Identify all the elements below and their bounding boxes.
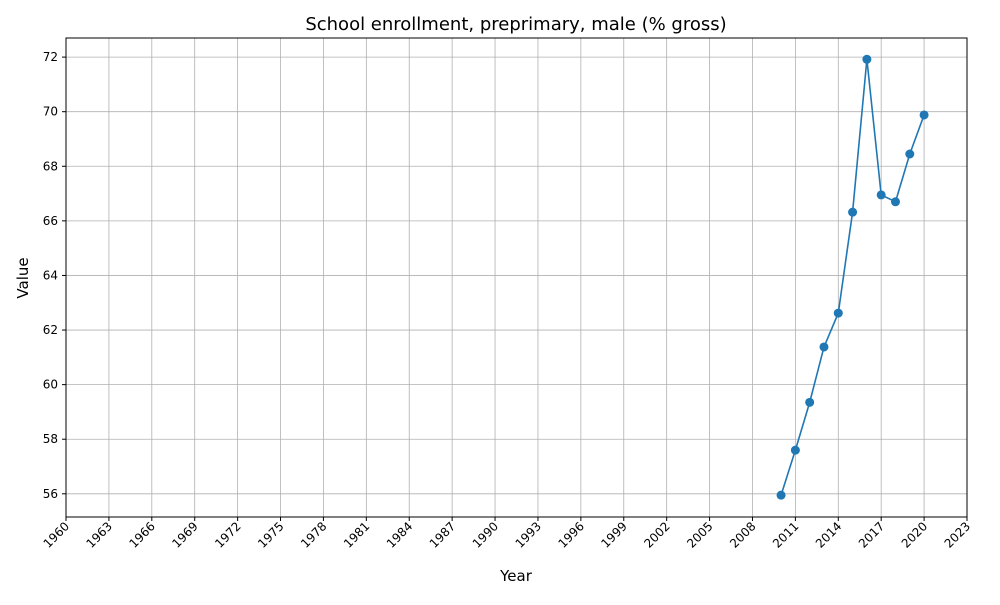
x-tick-label: 2017	[856, 519, 887, 550]
data-point	[890, 197, 900, 207]
x-tick-label: 1987	[427, 519, 458, 550]
series-layer	[776, 54, 929, 500]
x-tick-label: 1996	[555, 519, 586, 550]
y-tick-label: 62	[43, 323, 58, 337]
data-point	[848, 207, 858, 217]
y-tick-label: 60	[43, 378, 58, 392]
y-tick-label: 68	[43, 159, 58, 173]
y-tick-label: 58	[43, 432, 58, 446]
data-point	[805, 397, 815, 407]
data-point	[862, 54, 872, 64]
series-line	[780, 59, 925, 496]
x-tick-label: 2014	[813, 519, 844, 550]
x-tick-label: 1966	[126, 519, 157, 550]
axes: 1960 1963 1966 1969 1972 1975 1978 1981 1984 1987…	[41, 37, 973, 551]
x-tick-label: 1990	[470, 519, 501, 550]
x-tick-label: 1999	[598, 519, 629, 550]
y-axis-label: Value	[14, 257, 32, 298]
x-tick-label: 2008	[727, 519, 758, 550]
y-tick-label: 70	[43, 105, 58, 119]
x-tick-label: 1969	[169, 519, 200, 550]
data-point	[905, 149, 915, 159]
y-tick-label: 66	[43, 214, 58, 228]
data-point	[790, 445, 800, 455]
data-point	[876, 190, 886, 200]
grid	[65, 38, 968, 517]
x-tick-label: 1972	[212, 519, 243, 550]
x-tick-label: 2020	[899, 519, 930, 550]
x-axis-label: Year	[499, 567, 533, 585]
plot-frame	[65, 37, 968, 518]
y-tick-label: 72	[43, 50, 58, 64]
x-tick-label: 1978	[298, 519, 329, 550]
x-tick-label: 2005	[684, 519, 715, 550]
x-tick-label: 2011	[770, 519, 801, 550]
data-point	[776, 490, 786, 500]
data-point	[919, 110, 929, 120]
x-tick-label: 1963	[84, 519, 115, 550]
y-tick-label: 56	[43, 487, 58, 501]
chart-title: School enrollment, preprimary, male (% g…	[305, 14, 726, 35]
x-tick-label: 1975	[255, 519, 286, 550]
x-tick-label: 2002	[641, 519, 672, 550]
data-point	[833, 308, 843, 318]
data-point	[819, 342, 829, 352]
x-tick-label: 1993	[513, 519, 544, 550]
x-tick-label: 1984	[384, 519, 415, 550]
x-tick-label: 1981	[341, 519, 372, 550]
x-tick-label: 2023	[942, 519, 973, 550]
y-tick-label: 64	[43, 268, 58, 282]
x-tick-label: 1960	[41, 519, 72, 550]
